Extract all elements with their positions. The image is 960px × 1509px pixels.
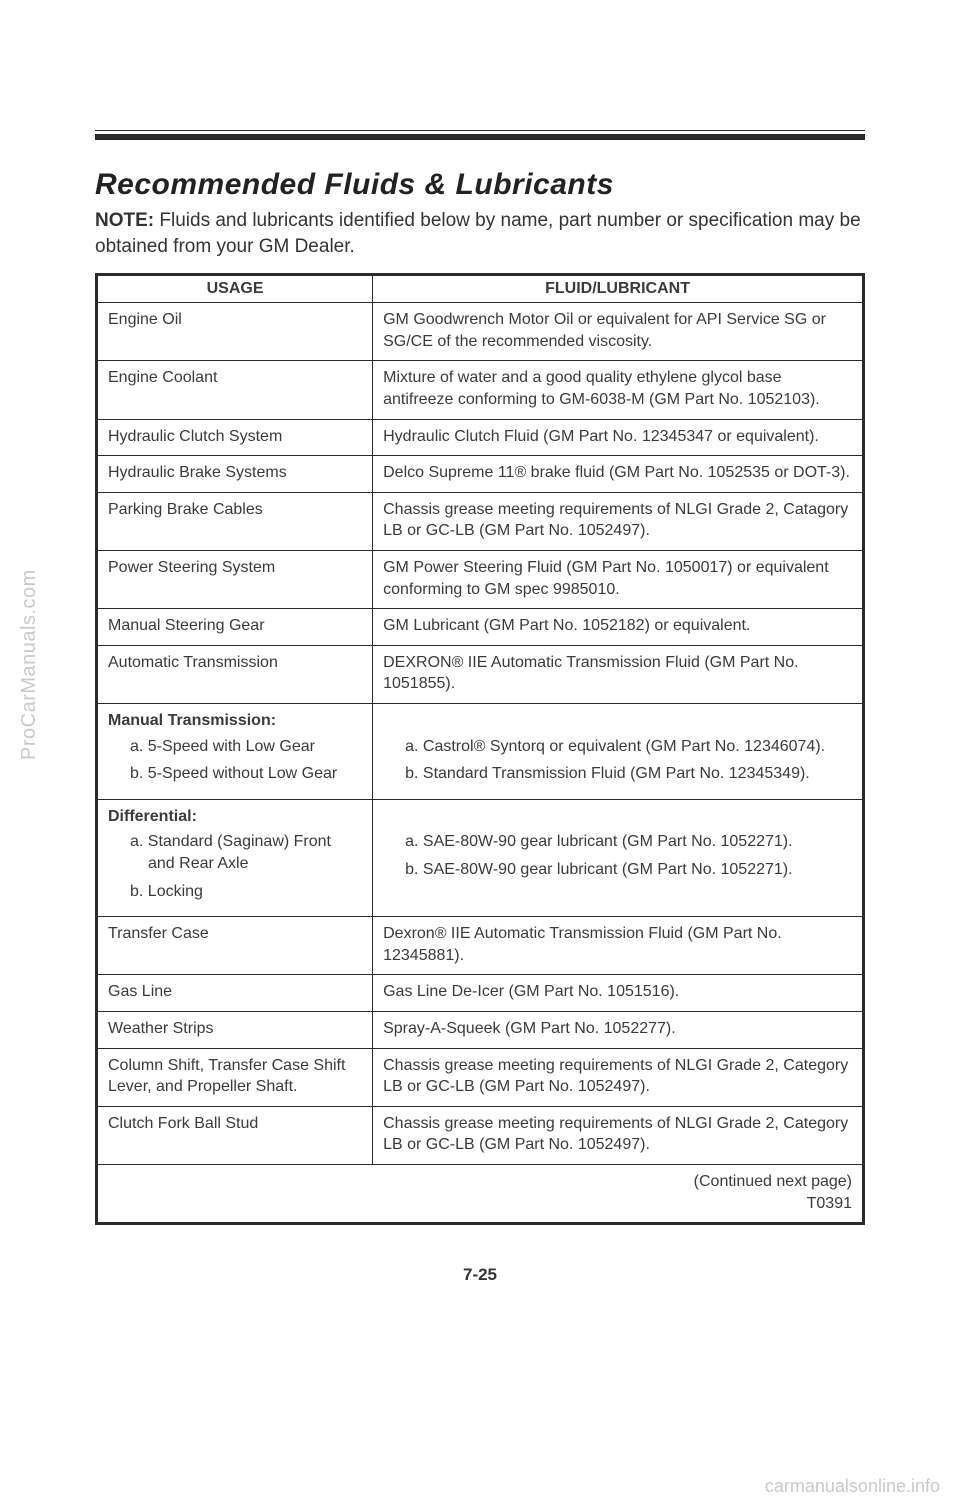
table-row: Engine CoolantMixture of water and a goo… bbox=[97, 361, 864, 419]
cell-usage: Gas Line bbox=[97, 975, 373, 1012]
table-row: Power Steering SystemGM Power Steering F… bbox=[97, 551, 864, 609]
subheading: Differential: bbox=[108, 806, 362, 828]
cell-fluid: Dexron® IIE Automatic Transmission Fluid… bbox=[373, 917, 864, 975]
cell-usage: Power Steering System bbox=[97, 551, 373, 609]
side-watermark: ProCarManuals.com bbox=[18, 569, 41, 760]
table-row: Parking Brake CablesChassis grease meeti… bbox=[97, 492, 864, 550]
note-label: NOTE: bbox=[95, 210, 154, 231]
cell-usage: Clutch Fork Ball Stud bbox=[97, 1106, 373, 1164]
cell-fluid: DEXRON® IIE Automatic Transmission Fluid… bbox=[373, 645, 864, 703]
cell-usage: Differential: a. Standard (Saginaw) Fron… bbox=[97, 799, 373, 916]
list-item: a. 5-Speed with Low Gear bbox=[130, 736, 362, 758]
cell-usage: Hydraulic Brake Systems bbox=[97, 456, 373, 493]
table-row: Transfer CaseDexron® IIE Automatic Trans… bbox=[97, 917, 864, 975]
continued-text: (Continued next page) bbox=[108, 1171, 852, 1193]
page-number: 7-25 bbox=[95, 1265, 865, 1285]
bottom-watermark: carmanualsonline.info bbox=[765, 1476, 940, 1497]
table-row: Weather StripsSpray-A-Squeek (GM Part No… bbox=[97, 1011, 864, 1048]
cell-fluid: Mixture of water and a good quality ethy… bbox=[373, 361, 864, 419]
table-row: Manual Steering GearGM Lubricant (GM Par… bbox=[97, 609, 864, 646]
cell-usage: Transfer Case bbox=[97, 917, 373, 975]
list-item: a. Standard (Saginaw) Front and Rear Axl… bbox=[130, 831, 362, 874]
cell-fluid: Gas Line De-Icer (GM Part No. 1051516). bbox=[373, 975, 864, 1012]
cell-usage: Hydraulic Clutch System bbox=[97, 419, 373, 456]
manual-page: Recommended Fluids & Lubricants NOTE: Fl… bbox=[95, 130, 865, 1285]
list-item: a. SAE-80W-90 gear lubricant (GM Part No… bbox=[405, 831, 852, 853]
table-row: Hydraulic Brake SystemsDelco Supreme 11®… bbox=[97, 456, 864, 493]
table-code: T0391 bbox=[108, 1193, 852, 1215]
cell-usage: Manual Transmission: a. 5-Speed with Low… bbox=[97, 704, 373, 800]
spacer bbox=[383, 710, 852, 732]
cell-usage: Manual Steering Gear bbox=[97, 609, 373, 646]
spacer bbox=[383, 806, 852, 828]
table-row: Automatic TransmissionDEXRON® IIE Automa… bbox=[97, 645, 864, 703]
table-header-usage: USAGE bbox=[97, 275, 373, 303]
cell-fluid: GM Goodwrench Motor Oil or equivalent fo… bbox=[373, 303, 864, 361]
cell-fluid: GM Lubricant (GM Part No. 1052182) or eq… bbox=[373, 609, 864, 646]
list-item: b. 5-Speed without Low Gear bbox=[130, 763, 362, 785]
subheading: Manual Transmission: bbox=[108, 710, 362, 732]
note-text: Fluids and lubricants identified below b… bbox=[95, 210, 861, 257]
top-rule bbox=[95, 130, 865, 140]
list-item: b. Locking bbox=[130, 881, 362, 903]
cell-usage: Engine Coolant bbox=[97, 361, 373, 419]
table-row: Column Shift, Transfer Case Shift Lever,… bbox=[97, 1048, 864, 1106]
list-item: b. SAE-80W-90 gear lubricant (GM Part No… bbox=[405, 859, 852, 881]
cell-fluid: Delco Supreme 11® brake fluid (GM Part N… bbox=[373, 456, 864, 493]
continued-cell: (Continued next page) T0391 bbox=[97, 1164, 864, 1223]
list-item: a. Castrol® Syntorq or equivalent (GM Pa… bbox=[405, 736, 852, 758]
cell-usage: Engine Oil bbox=[97, 303, 373, 361]
table-row: Gas LineGas Line De-Icer (GM Part No. 10… bbox=[97, 975, 864, 1012]
table-row-continued: (Continued next page) T0391 bbox=[97, 1164, 864, 1223]
cell-fluid: Chassis grease meeting requirements of N… bbox=[373, 1106, 864, 1164]
cell-fluid: Hydraulic Clutch Fluid (GM Part No. 1234… bbox=[373, 419, 864, 456]
table-row-differential: Differential: a. Standard (Saginaw) Fron… bbox=[97, 799, 864, 916]
cell-fluid: GM Power Steering Fluid (GM Part No. 105… bbox=[373, 551, 864, 609]
cell-usage: Parking Brake Cables bbox=[97, 492, 373, 550]
cell-usage: Automatic Transmission bbox=[97, 645, 373, 703]
table-row: Hydraulic Clutch SystemHydraulic Clutch … bbox=[97, 419, 864, 456]
cell-usage: Weather Strips bbox=[97, 1011, 373, 1048]
fluids-table: USAGE FLUID/LUBRICANT Engine OilGM Goodw… bbox=[95, 273, 865, 1225]
table-row-manual-transmission: Manual Transmission: a. 5-Speed with Low… bbox=[97, 704, 864, 800]
cell-fluid: Chassis grease meeting requirements of N… bbox=[373, 1048, 864, 1106]
table-header-fluid: FLUID/LUBRICANT bbox=[373, 275, 864, 303]
note-paragraph: NOTE: Fluids and lubricants identified b… bbox=[95, 208, 865, 259]
list-item: b. Standard Transmission Fluid (GM Part … bbox=[405, 763, 852, 785]
page-heading: Recommended Fluids & Lubricants bbox=[95, 168, 865, 202]
table-row: Engine OilGM Goodwrench Motor Oil or equ… bbox=[97, 303, 864, 361]
cell-fluid: Chassis grease meeting requirements of N… bbox=[373, 492, 864, 550]
table-body: Engine OilGM Goodwrench Motor Oil or equ… bbox=[97, 303, 864, 1224]
cell-fluid: a. Castrol® Syntorq or equivalent (GM Pa… bbox=[373, 704, 864, 800]
cell-fluid: a. SAE-80W-90 gear lubricant (GM Part No… bbox=[373, 799, 864, 916]
cell-usage: Column Shift, Transfer Case Shift Lever,… bbox=[97, 1048, 373, 1106]
cell-fluid: Spray-A-Squeek (GM Part No. 1052277). bbox=[373, 1011, 864, 1048]
table-row: Clutch Fork Ball StudChassis grease meet… bbox=[97, 1106, 864, 1164]
